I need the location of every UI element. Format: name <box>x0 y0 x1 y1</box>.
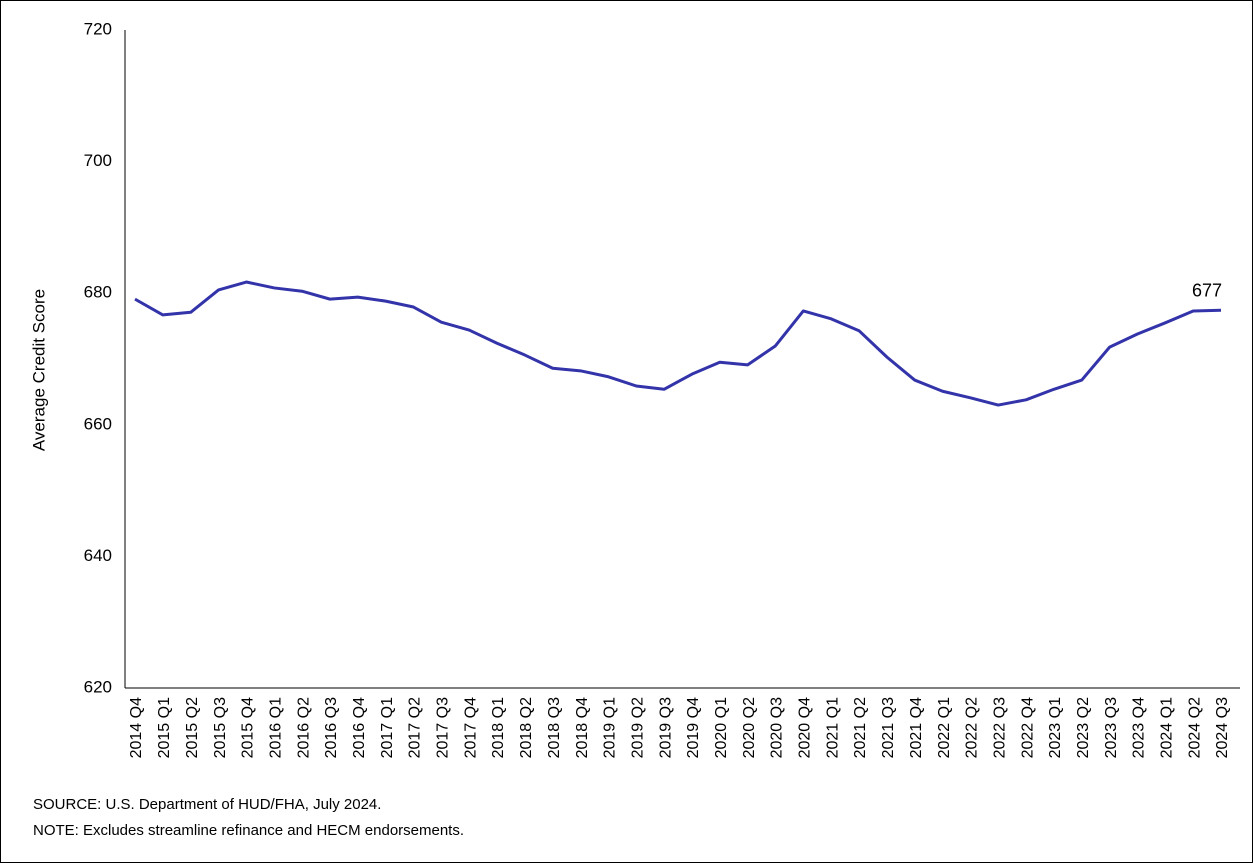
x-tick-label: 2021 Q2 <box>852 697 869 758</box>
x-tick-label: 2019 Q3 <box>657 697 674 758</box>
source: SOURCE: U.S. Department of HUD/FHA, July… <box>33 796 381 813</box>
x-tick-label: 2014 Q4 <box>128 697 145 758</box>
x-tick-label: 2019 Q2 <box>629 697 646 758</box>
y-tick-label: 700 <box>84 151 112 170</box>
x-tick-label: 2019 Q1 <box>602 697 619 758</box>
data-label: 677 <box>1192 280 1222 300</box>
x-tick-label: 2021 Q4 <box>908 697 925 758</box>
x-tick-label: 2016 Q3 <box>323 697 340 758</box>
x-tick-label: 2020 Q4 <box>797 697 814 758</box>
line-series <box>134 280 1222 407</box>
x-tick-label: 2021 Q3 <box>880 697 897 758</box>
x-tick-label: 2017 Q1 <box>379 697 396 758</box>
x-tick-label: 2023 Q2 <box>1075 697 1092 758</box>
x-tick-label: 2017 Q2 <box>407 697 424 758</box>
x-tick-label: 2015 Q4 <box>240 697 257 758</box>
x-tick-label: 2015 Q3 <box>212 697 229 758</box>
x-tick-label: 2020 Q1 <box>713 697 730 758</box>
x-tick-label: 2022 Q1 <box>936 697 953 758</box>
y-tick-label: 660 <box>84 414 112 433</box>
y-tick-label: 720 <box>84 19 112 38</box>
x-tick-label: 2023 Q4 <box>1131 697 1148 758</box>
x-tick-label: 2024 Q1 <box>1159 697 1176 758</box>
x-tick-label: 2020 Q2 <box>741 697 758 758</box>
x-tick-label: 2022 Q4 <box>1019 697 1036 758</box>
x-tick-label: 2024 Q3 <box>1214 697 1231 758</box>
x-tick-label: 2016 Q4 <box>351 697 368 758</box>
x-tick-label: 2023 Q3 <box>1103 697 1120 758</box>
x-tick-label: 2018 Q1 <box>490 697 507 758</box>
y-tick-label: 640 <box>84 546 112 565</box>
x-tick-label: 2018 Q4 <box>574 697 591 758</box>
x-tick-label: 2023 Q1 <box>1047 697 1064 758</box>
x-tick-label: 2016 Q1 <box>267 697 284 758</box>
x-tick-label: 2018 Q2 <box>518 697 535 758</box>
x-tick-label: 2015 Q2 <box>184 697 201 758</box>
x-tick-label: 2016 Q2 <box>295 697 312 758</box>
x-tick-label: 2017 Q4 <box>462 697 479 758</box>
x-tick-label: 2018 Q3 <box>546 697 563 758</box>
x-tick-label: 2024 Q2 <box>1186 697 1203 758</box>
note: NOTE: Excludes streamline refinance and … <box>33 822 464 839</box>
x-tick-label: 2021 Q1 <box>824 697 841 758</box>
x-tick-label: 2019 Q4 <box>685 697 702 758</box>
x-tick-label: 2017 Q3 <box>435 697 452 758</box>
y-tick-label: 620 <box>84 677 112 696</box>
y-axis-label: Average Credit Score <box>29 289 48 451</box>
x-tick-label: 2015 Q1 <box>156 697 173 758</box>
x-tick-label: 2022 Q3 <box>991 697 1008 758</box>
y-tick-label: 680 <box>84 283 112 302</box>
x-tick-label: 2022 Q2 <box>964 697 981 758</box>
x-tick-label: 2020 Q3 <box>769 697 786 758</box>
